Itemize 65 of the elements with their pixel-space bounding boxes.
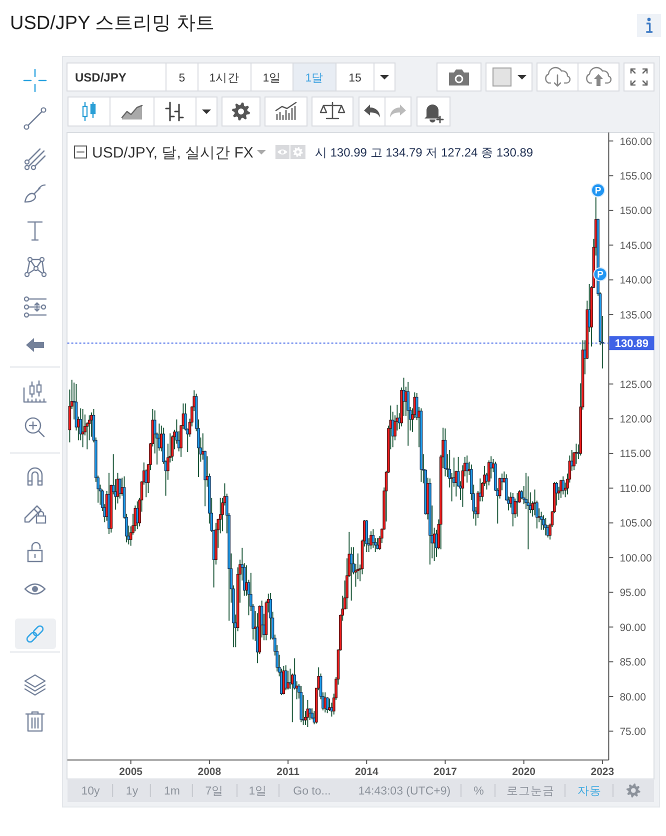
y-tick-label: 135.00 [620,309,652,322]
candlestick [406,381,410,446]
text: 5 [178,72,186,84]
y-tick-label: 155.00 [620,170,652,182]
candlestick [562,476,565,495]
x-tick-label: 2023 [590,766,614,778]
candlestick [488,460,490,486]
y-tick-label: 115.00 [620,448,652,460]
x-tick-label: 2020 [512,766,536,778]
y-tick-label: 80.00 [620,691,646,704]
candlestick [310,708,314,720]
candlestick [269,592,272,640]
candlestick [526,476,530,550]
text: USD/JPY, 달, 실시간 FX [92,144,254,162]
x-tick-label: 2014 [354,766,378,778]
ref-line: 130.89 [66,336,654,350]
y-tick-label: 120.00 [620,414,652,426]
x-tick-label: 2005 [119,766,143,778]
y-tick-label: 150.00 [620,205,652,218]
text: 1달 [305,72,324,84]
text: USD/JPY [75,70,126,84]
text: 1시간 [209,72,240,84]
chart-title: USD/JPY 스트리밍 차트 [10,13,214,34]
y-tick-label: 85.00 [620,656,646,669]
x-tick-label: 2011 [276,766,300,778]
text: 15 [348,72,362,84]
text: 1y [126,786,138,798]
candlestick [370,530,372,550]
y-tick-label: 140.00 [620,274,652,287]
candlestick [284,664,288,691]
y-tick-label: 100.00 [620,552,652,564]
y-tick-label: 75.00 [620,726,646,738]
text: Go to... [293,786,331,798]
y-tick-label: 160.00 [620,136,652,148]
y-tick-label: 125.00 [620,378,652,391]
annotation: 시 130.99 고 134.79 저 127.24 종 130.89 [314,146,534,160]
text: 14:43:03 (UTC+9) [358,786,451,798]
candlestick [376,538,379,550]
candlestick [326,696,329,714]
candlestick [81,408,84,448]
text: 1일 [248,786,268,798]
y-tick-label: 145.00 [620,240,652,252]
marker-annotation: P [593,267,608,282]
text: 1m [164,786,180,798]
y-tick-label: 95.00 [620,587,646,600]
candlestick [520,490,524,500]
text: 로그눈금 [506,786,555,798]
text: 자동 [578,786,602,798]
text: 10y [81,786,100,798]
candlestick [544,518,548,536]
candlestick [365,520,368,553]
text: 7일 [205,786,224,798]
ref-line-label: 130.89 [614,338,649,350]
text: 1일 [262,72,282,84]
annotation: P [594,186,602,197]
candlestick [466,455,468,484]
y-tick-label: 105.00 [620,518,652,530]
candlestick [282,665,286,695]
y-tick-label: 90.00 [620,622,646,634]
x-tick-label: 2008 [198,766,222,778]
annotation: P [597,270,604,281]
y-tick-label: 110.00 [620,482,652,495]
candlestick [324,692,327,713]
text: % [474,786,484,798]
x-tick-label: 2017 [434,766,458,778]
